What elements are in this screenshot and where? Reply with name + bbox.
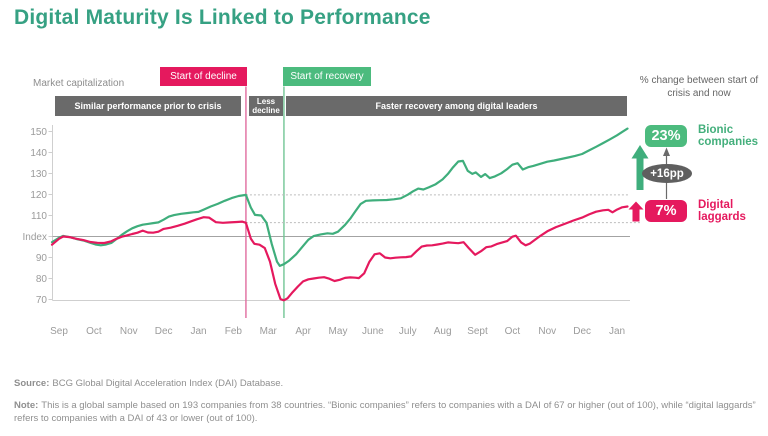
laggards-change-badge: 7% xyxy=(645,200,687,222)
growth-arrow-laggards xyxy=(628,201,644,222)
growth-arrow-bionic xyxy=(631,145,649,190)
note-text: This is a global sample based on 193 com… xyxy=(14,400,756,425)
note-label: Note: xyxy=(14,400,39,411)
source-note: Source: BCG Global Digital Acceleration I… xyxy=(14,377,754,390)
x-tick-label: Feb xyxy=(225,326,243,337)
delta-arrow-head xyxy=(663,147,670,156)
page-title: Digital Maturity Is Linked to Performanc… xyxy=(14,6,431,29)
x-tick-label: June xyxy=(362,326,384,337)
delta-pp-badge: +16pp xyxy=(642,164,692,183)
y-tick-label: 140 xyxy=(30,148,47,159)
digital-laggards-label: Digital laggards xyxy=(698,199,746,224)
y-tick-label: 150 xyxy=(30,127,47,138)
y-tick-label: 130 xyxy=(30,169,47,180)
y-tick-label: 120 xyxy=(30,190,47,201)
x-tick-label: Jan xyxy=(609,326,625,337)
phase-bar-faster-recovery: Faster recovery among digital leaders xyxy=(286,96,627,116)
series-line-laggards xyxy=(50,205,629,302)
x-tick-label: Sep xyxy=(50,326,68,337)
x-tick-label: Oct xyxy=(86,326,102,337)
series-line-bionic xyxy=(50,127,629,267)
x-tick-label: May xyxy=(329,326,348,337)
y-tick-label: 110 xyxy=(31,211,47,222)
x-tick-label: Mar xyxy=(260,326,278,337)
x-tick-label: Aug xyxy=(434,326,452,337)
x-tick-label: Sept xyxy=(467,326,488,337)
x-tick-label: Dec xyxy=(573,326,591,337)
phase-bar-prior-crisis: Similar performance prior to crisis xyxy=(55,96,241,116)
y-tick-label: Index xyxy=(23,232,47,243)
x-tick-label: Nov xyxy=(538,326,556,337)
y-tick-label: 80 xyxy=(36,274,48,285)
methodology-note: Note: This is a global sample based on 19… xyxy=(14,399,756,426)
source-text: BCG Global Digital Acceleration Index (D… xyxy=(52,378,284,389)
x-tick-label: Dec xyxy=(155,326,173,337)
x-tick-label: July xyxy=(399,326,417,337)
bionic-companies-label: Bionic companies xyxy=(698,124,759,149)
y-tick-label: 70 xyxy=(36,295,48,306)
bionic-change-badge: 23% xyxy=(645,125,687,147)
x-tick-label: Jan xyxy=(190,326,206,337)
phase-bar-less-decline: Less decline xyxy=(249,96,283,116)
x-tick-label: Nov xyxy=(120,326,138,337)
change-header: % change between start of crisis and now xyxy=(639,75,759,99)
x-tick-label: Apr xyxy=(295,326,311,337)
x-tick-label: Oct xyxy=(505,326,521,337)
source-label: Source: xyxy=(14,378,50,389)
start-of-decline-badge: Start of decline xyxy=(160,67,247,86)
axis-title-market-capitalization: Market capitalization xyxy=(33,78,125,89)
start-of-recovery-badge: Start of recovery xyxy=(283,67,371,86)
y-tick-label: 90 xyxy=(36,253,48,264)
